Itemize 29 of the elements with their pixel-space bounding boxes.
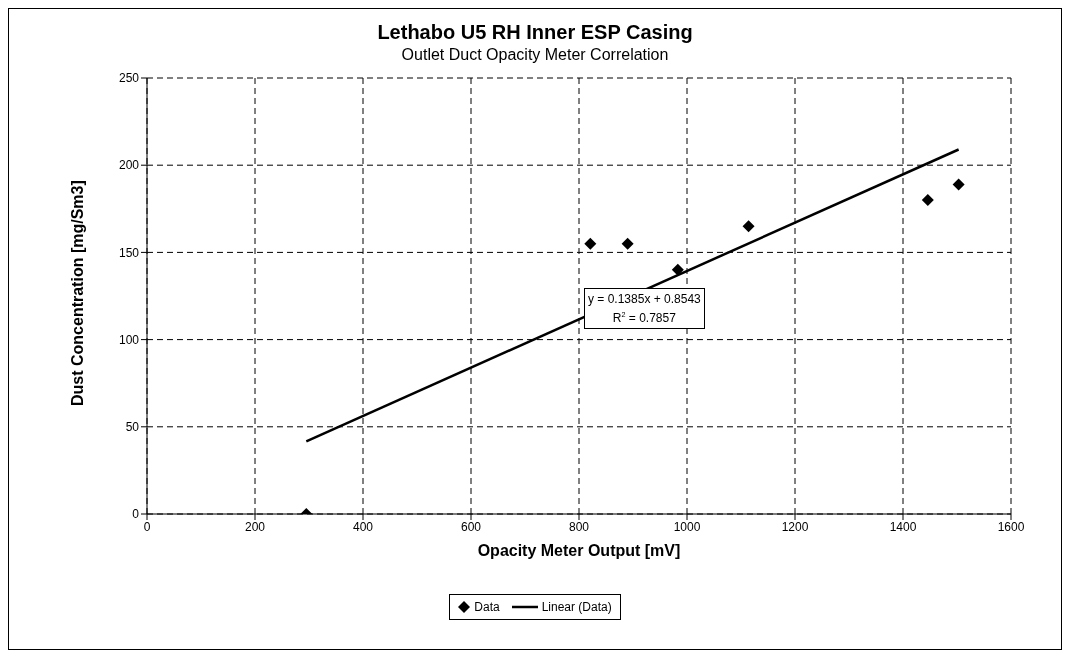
x-tick-label: 1600 bbox=[997, 519, 1025, 534]
x-tick-label: 800 bbox=[568, 519, 590, 534]
chart-subtitle: Outlet Duct Opacity Meter Correlation bbox=[400, 46, 670, 64]
legend-label: Data bbox=[474, 599, 500, 615]
x-tick-label: 0 bbox=[143, 519, 151, 534]
x-tick-label: 400 bbox=[352, 519, 374, 534]
chart-title: Lethabo U5 RH Inner ESP Casing bbox=[376, 20, 694, 44]
legend-label: Linear (Data) bbox=[541, 599, 612, 615]
point bbox=[952, 178, 965, 191]
y-tick-label: 200 bbox=[118, 158, 140, 173]
y-tick-label: 150 bbox=[118, 245, 140, 260]
x-axis-title: Opacity Meter Output [mV] bbox=[477, 542, 681, 559]
point bbox=[921, 194, 934, 207]
x-tick-label: 1200 bbox=[781, 519, 809, 534]
point bbox=[671, 263, 684, 276]
point bbox=[621, 237, 634, 250]
annotation: R$^{2}$ = 0.7857 bbox=[612, 310, 676, 325]
x-tick-label: 200 bbox=[244, 519, 266, 534]
y-tick-label: 250 bbox=[118, 71, 140, 86]
point bbox=[742, 220, 755, 233]
y-tick-label: 100 bbox=[118, 332, 140, 347]
point bbox=[584, 237, 597, 250]
x-tick-label: 600 bbox=[460, 519, 482, 534]
annotation: y = 0.1385x + 0.8543 bbox=[588, 292, 701, 306]
x-tick-label: 1400 bbox=[889, 519, 917, 534]
y-tick-label: 50 bbox=[125, 420, 140, 435]
y-axis-title: Dust Concentration [mg/Sm3] bbox=[68, 180, 86, 406]
x-tick-label: 1000 bbox=[673, 519, 701, 534]
y-tick-label: 0 bbox=[132, 507, 140, 522]
